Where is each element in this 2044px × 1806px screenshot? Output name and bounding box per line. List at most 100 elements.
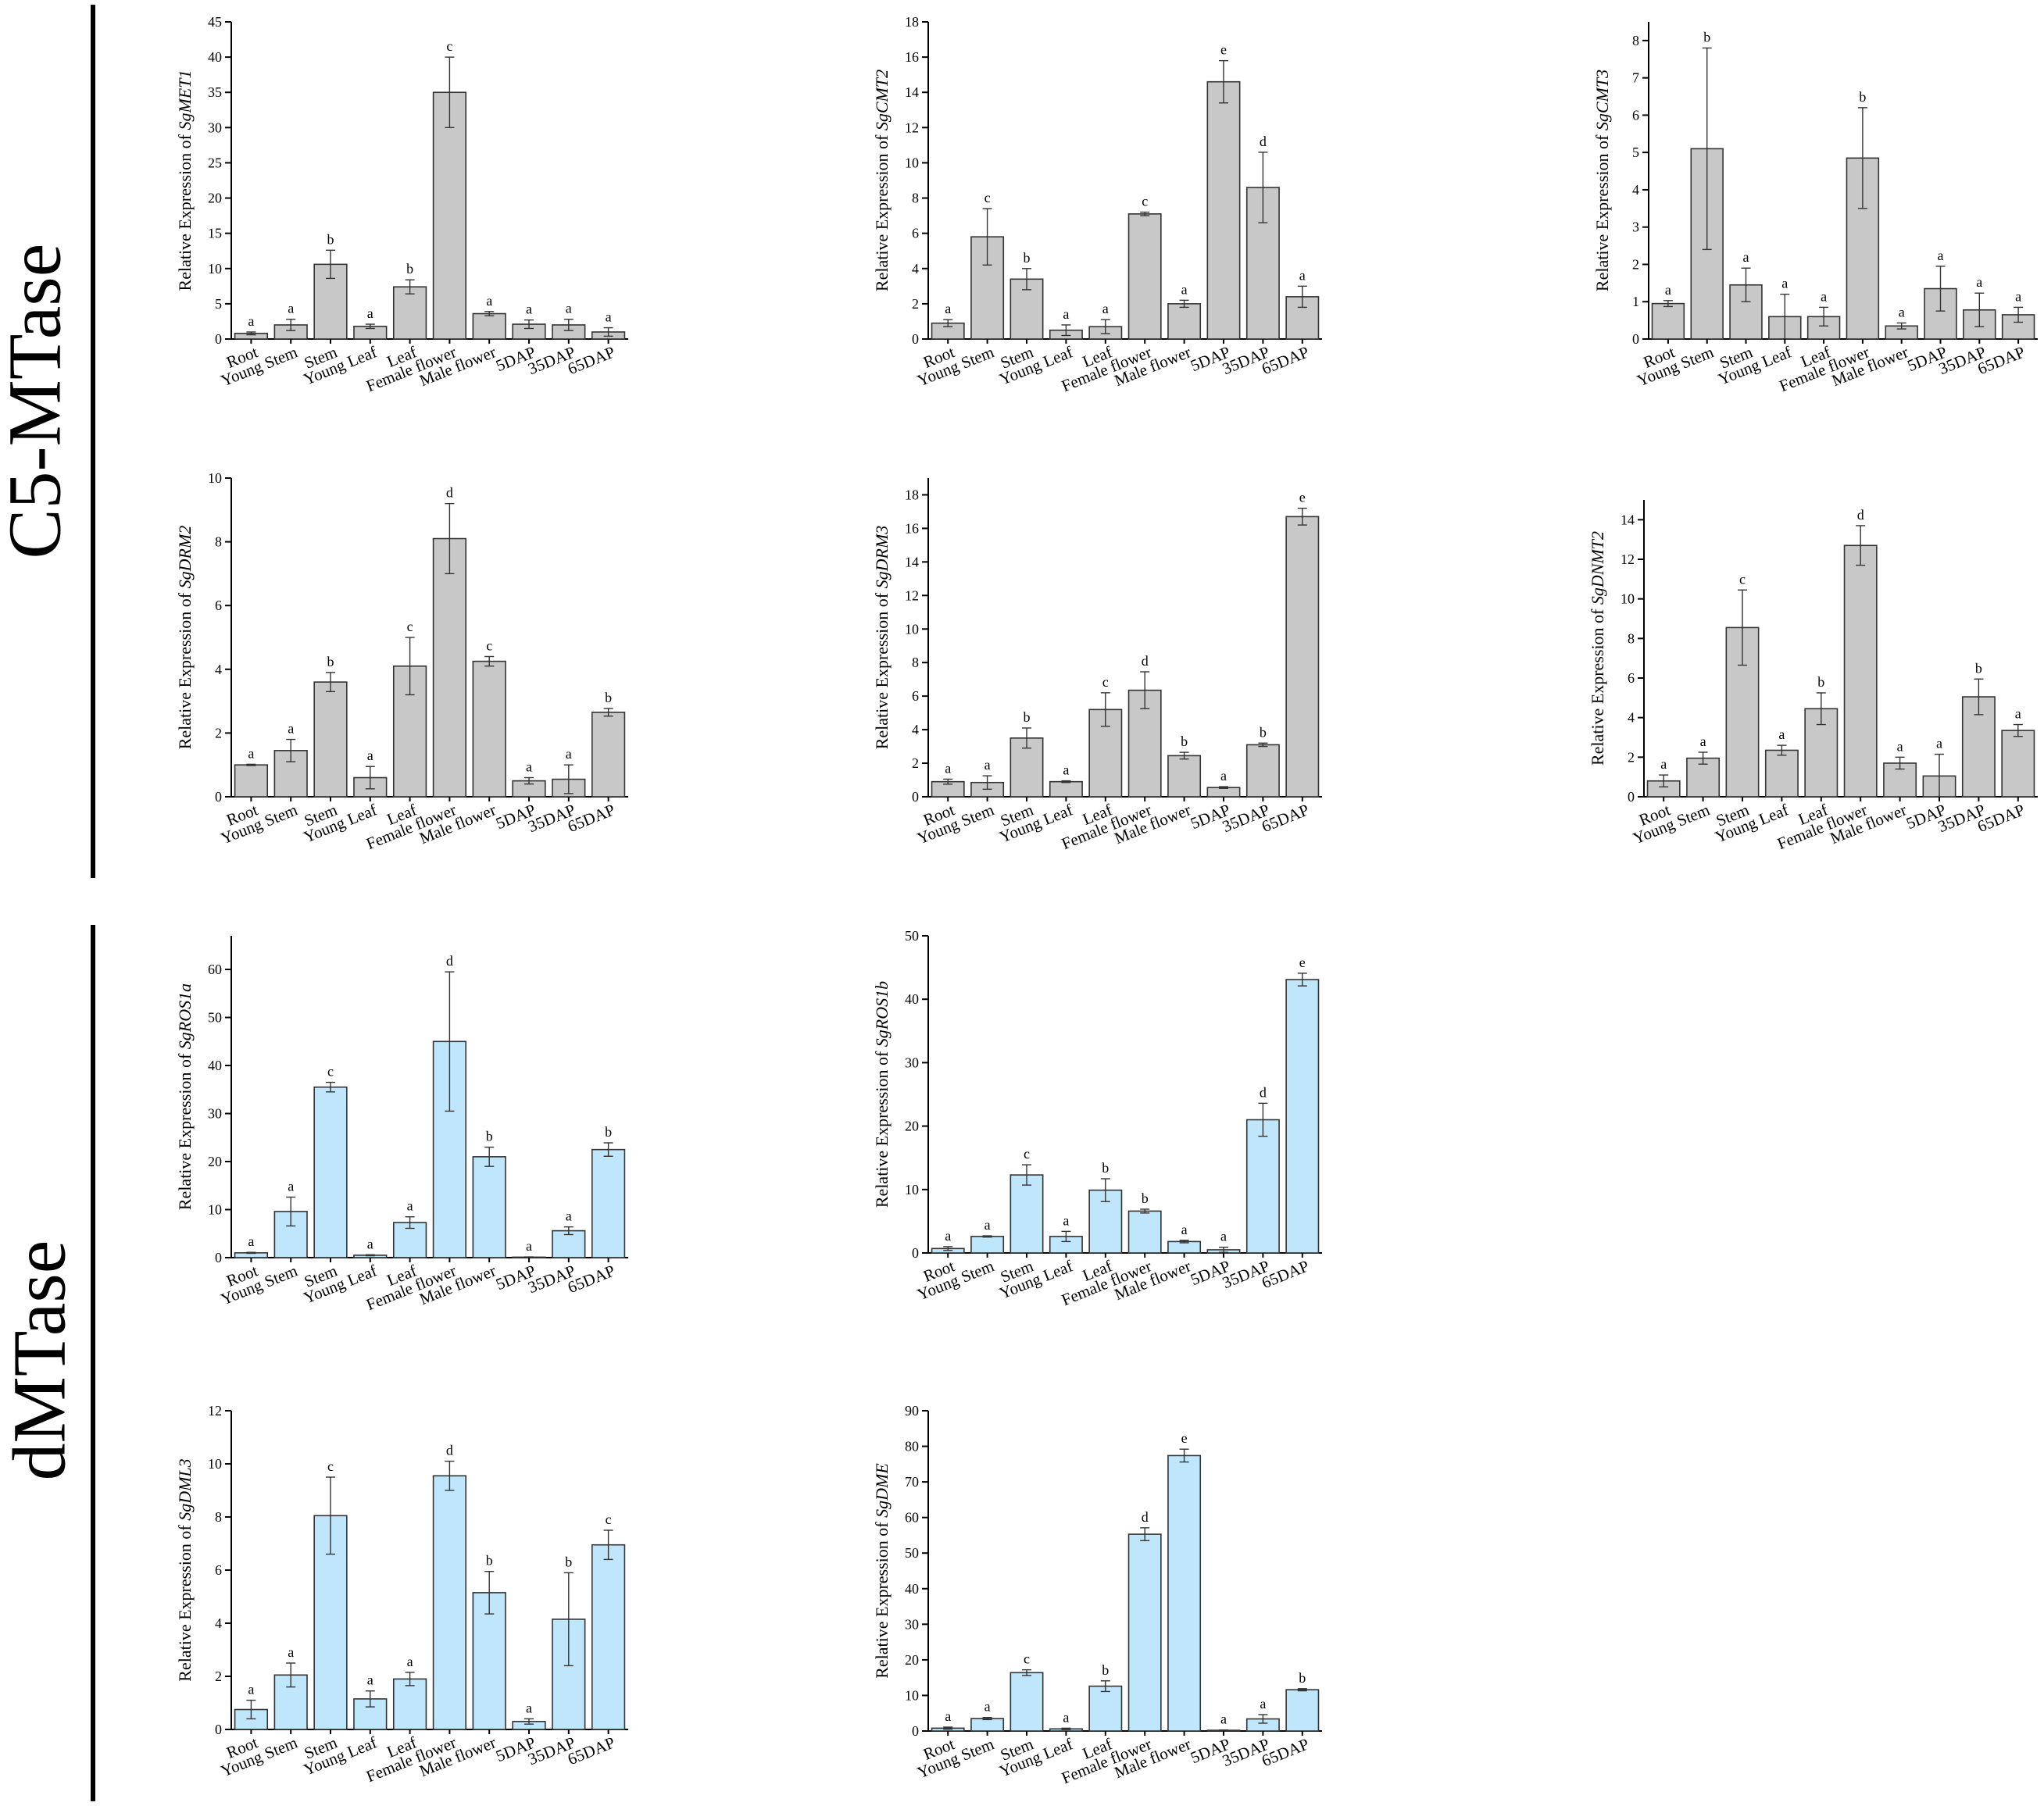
y-tick-label: 15: [208, 226, 222, 241]
bar: [1127, 213, 1162, 340]
y-tick-label: 6: [912, 688, 919, 704]
y-tick-label: 18: [905, 14, 919, 30]
bar: [432, 1475, 467, 1730]
significance-letter: a: [1781, 276, 1788, 291]
y-tick-label: 70: [905, 1474, 919, 1490]
y-tick-label: 2: [912, 296, 919, 312]
y-tick-label: 20: [208, 1154, 222, 1169]
significance-letter: b: [486, 1129, 493, 1144]
significance-letter: b: [1181, 733, 1188, 749]
y-tick-label: 0: [1632, 331, 1639, 347]
y-axis-label-gene: SgROS1b: [872, 981, 892, 1047]
y-tick-label: 20: [905, 1652, 919, 1668]
significance-letter: a: [1063, 306, 1069, 322]
significance-letter: a: [1299, 267, 1306, 283]
y-tick-label: 4: [215, 1615, 222, 1631]
bar: [1167, 755, 1202, 798]
bar: [591, 1148, 626, 1258]
significance-letter: a: [367, 1236, 373, 1251]
y-tick-label: 4: [912, 722, 919, 737]
y-tick-label: 0: [215, 1250, 222, 1265]
significance-letter: d: [1857, 507, 1864, 523]
significance-letter: a: [1260, 1696, 1266, 1711]
significance-letter: a: [407, 1198, 413, 1214]
y-axis-label: Relative Expression of SgROS1b: [872, 981, 892, 1208]
significance-letter: b: [1260, 724, 1267, 740]
y-tick-label: 8: [215, 1509, 222, 1525]
significance-letter: a: [248, 1233, 254, 1249]
significance-letter: c: [407, 619, 413, 634]
y-tick-label: 16: [905, 520, 919, 536]
y-axis-label-gene: SgROS1a: [175, 983, 195, 1049]
y-tick-label: 14: [905, 84, 919, 100]
significance-letter: a: [288, 1644, 294, 1660]
significance-letter: a: [367, 305, 373, 321]
y-tick-label: 0: [215, 789, 222, 805]
significance-letter: b: [1299, 1670, 1306, 1686]
bar: [1088, 1189, 1123, 1254]
significance-letter: a: [248, 1682, 254, 1697]
significance-letter: a: [2015, 288, 2021, 304]
y-tick-label: 90: [905, 1403, 919, 1419]
y-axis-label: Relative Expression of SgDRM2: [175, 526, 195, 750]
y-tick-label: 12: [905, 120, 919, 135]
significance-letter: d: [1142, 1509, 1149, 1525]
y-tick-label: 6: [912, 226, 919, 241]
y-tick-label: 5: [215, 296, 222, 312]
significance-letter: a: [1063, 762, 1069, 778]
significance-letter: b: [1024, 709, 1031, 725]
y-tick-label: 45: [208, 14, 222, 30]
y-tick-label: 10: [905, 621, 919, 637]
bar: [472, 660, 506, 798]
bar: [432, 91, 467, 340]
bar: [392, 286, 427, 340]
y-tick-label: 50: [905, 1545, 919, 1561]
y-tick-label: 10: [208, 261, 222, 277]
y-tick-label: 10: [905, 1687, 919, 1703]
significance-letter: b: [327, 654, 334, 669]
y-axis-label: Relative Expression of SgCMT3: [1592, 70, 1612, 291]
y-axis-label-gene: SgDML3: [175, 1458, 195, 1520]
significance-letter: c: [606, 1512, 612, 1527]
bar: [1764, 749, 1799, 798]
significance-letter: c: [1142, 194, 1148, 209]
y-axis-label-prefix: Relative Expression of: [175, 1521, 195, 1682]
significance-letter: a: [984, 1699, 991, 1715]
y-axis-label-prefix: Relative Expression of: [872, 1047, 892, 1208]
y-tick-label: 6: [215, 598, 222, 613]
y-tick-label: 80: [905, 1439, 919, 1454]
group-divider-c5: [91, 5, 95, 878]
y-axis-label-prefix: Relative Expression of: [175, 130, 195, 291]
significance-letter: e: [1220, 42, 1227, 58]
bar: [1245, 744, 1280, 798]
y-tick-label: 20: [905, 1119, 919, 1134]
y-tick-label: 12: [208, 1403, 222, 1419]
y-axis-label-gene: SgDNMT2: [1588, 531, 1607, 605]
significance-letter: c: [327, 1064, 334, 1080]
y-tick-label: 14: [1621, 512, 1635, 527]
y-axis-label: Relative Expression of SgROS1a: [175, 983, 195, 1210]
significance-letter: a: [1778, 726, 1785, 742]
y-tick-label: 60: [905, 1510, 919, 1526]
y-axis-label-prefix: Relative Expression of: [175, 1049, 195, 1210]
significance-letter: a: [1220, 768, 1227, 783]
y-tick-label: 5: [1632, 145, 1639, 160]
significance-letter: b: [1142, 1190, 1149, 1206]
significance-letter: a: [1743, 249, 1749, 265]
y-axis-label: Relative Expression of SgDME: [872, 1463, 892, 1679]
significance-letter: b: [1817, 674, 1824, 690]
significance-letter: a: [984, 757, 991, 773]
y-axis-label-gene: SgCMT3: [1592, 70, 1612, 130]
y-tick-label: 0: [912, 789, 919, 805]
significance-letter: a: [288, 301, 294, 316]
y-axis-label-gene: SgDME: [872, 1463, 892, 1518]
significance-letter: e: [1299, 490, 1306, 505]
significance-letter: d: [446, 485, 453, 501]
y-axis-label: Relative Expression of SgDNMT2: [1588, 531, 1607, 766]
group-divider-dmtase: [91, 925, 95, 1801]
significance-letter: d: [1260, 1084, 1267, 1100]
significance-letter: a: [1936, 736, 1942, 751]
y-tick-label: 25: [208, 155, 222, 170]
bar: [432, 537, 467, 798]
bar: [591, 1544, 626, 1730]
